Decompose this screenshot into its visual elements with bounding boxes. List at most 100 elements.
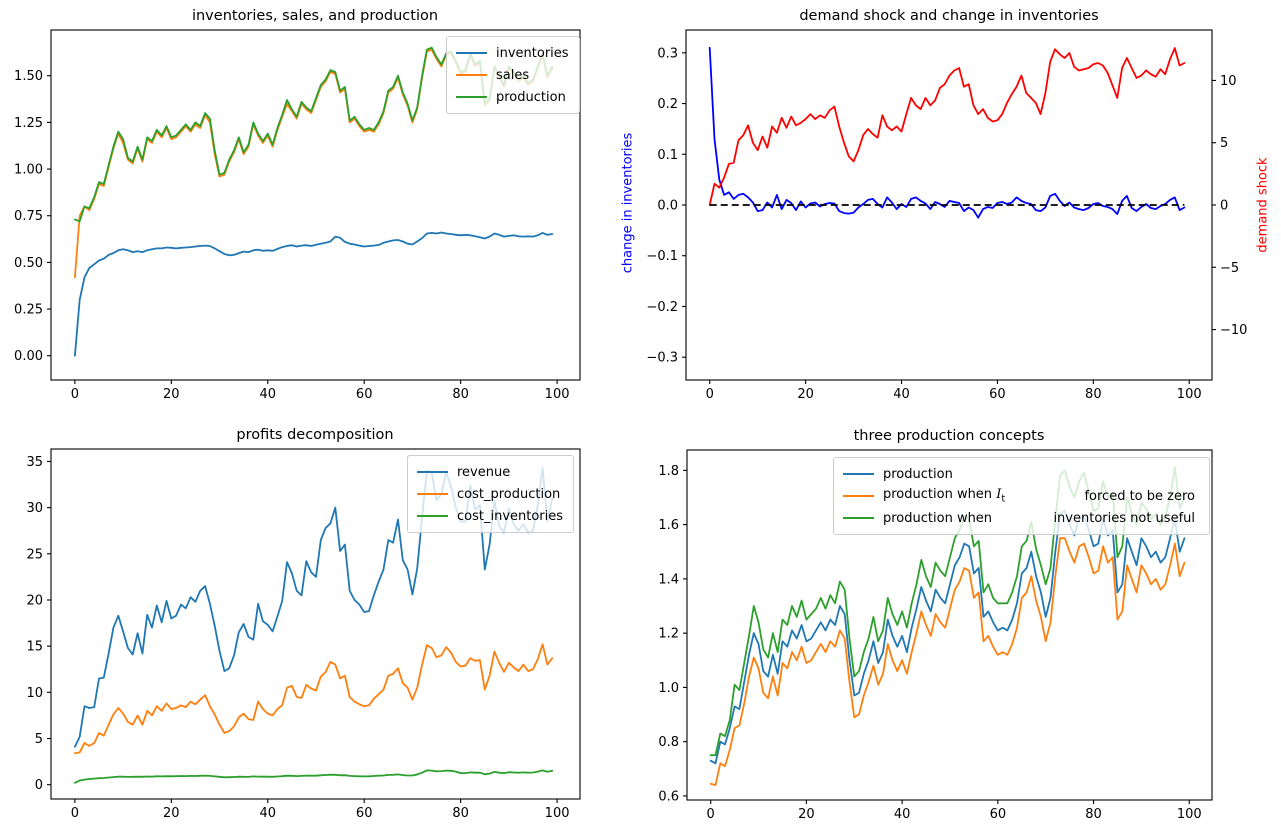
series-production-when-i-t-forced-to-be-zero bbox=[709, 537, 1186, 786]
svg-text:35: 35 bbox=[26, 455, 43, 470]
series-cost-production bbox=[74, 643, 554, 755]
svg-text:−0.1: −0.1 bbox=[646, 249, 678, 264]
axes-frame bbox=[50, 448, 581, 800]
legend-label: sales bbox=[496, 67, 530, 83]
legend-item-production-inventories-zero: production when It forced to be zero bbox=[843, 485, 1195, 507]
axes-frame bbox=[50, 29, 581, 381]
svg-text:−10: −10 bbox=[1220, 323, 1247, 338]
svg-text:0.0: 0.0 bbox=[657, 199, 678, 214]
svg-text:20: 20 bbox=[798, 807, 815, 822]
legend-item-revenue: revenue bbox=[417, 461, 563, 483]
inventories-line-swatch bbox=[456, 51, 487, 55]
svg-text:0: 0 bbox=[71, 806, 79, 821]
production-line-swatch bbox=[456, 95, 487, 99]
y-axis-label-demand-shock: demand shock bbox=[1255, 157, 1271, 253]
svg-text:−0.3: −0.3 bbox=[646, 351, 678, 366]
series-change-in-inventories bbox=[708, 46, 1186, 219]
legend-item-cost-production: cost_production bbox=[417, 483, 563, 505]
legend-inventories-sales-production: inventories sales production bbox=[446, 36, 580, 114]
svg-text:25: 25 bbox=[26, 547, 43, 562]
svg-text:0.8: 0.8 bbox=[658, 735, 679, 750]
svg-text:10: 10 bbox=[1220, 74, 1237, 89]
svg-text:1.8: 1.8 bbox=[658, 464, 679, 479]
legend-label: cost_inventories bbox=[457, 508, 564, 524]
svg-text:1.0: 1.0 bbox=[658, 681, 679, 696]
svg-text:30: 30 bbox=[26, 501, 43, 516]
svg-text:20: 20 bbox=[797, 387, 814, 402]
cost-inventories-line-swatch bbox=[417, 514, 448, 518]
svg-text:100: 100 bbox=[545, 806, 570, 821]
svg-text:60: 60 bbox=[989, 387, 1006, 402]
svg-text:40: 40 bbox=[259, 387, 276, 402]
legend-item-production-inventories-not-useful: production when inventories not useful bbox=[843, 507, 1195, 529]
legend-item-production: production bbox=[456, 86, 569, 108]
chart-profits-decomposition: 0 20 40 60 80 100 0 5 10 15 20 25 30 35 bbox=[26, 448, 581, 821]
series-inventories bbox=[74, 231, 554, 357]
svg-text:80: 80 bbox=[452, 806, 469, 821]
legend-label: production bbox=[883, 466, 953, 482]
svg-text:0.25: 0.25 bbox=[14, 303, 43, 318]
svg-text:20: 20 bbox=[26, 593, 43, 608]
legend-profits-decomposition: revenue cost_production cost_inventories bbox=[407, 455, 575, 533]
svg-text:0.75: 0.75 bbox=[14, 209, 43, 224]
svg-text:15: 15 bbox=[26, 640, 43, 655]
legend-label: production when It bbox=[883, 487, 1006, 505]
svg-text:0.6: 0.6 bbox=[658, 789, 679, 804]
svg-text:10: 10 bbox=[26, 686, 43, 701]
math-symbol-I-sub-t: I bbox=[996, 487, 1002, 503]
production-line-swatch bbox=[843, 472, 874, 476]
svg-text:40: 40 bbox=[259, 806, 276, 821]
svg-text:60: 60 bbox=[356, 806, 373, 821]
legend-three-production-concepts: production production when It forced to … bbox=[833, 457, 1210, 535]
chart-title-inventories-sales-production: inventories, sales, and production bbox=[191, 8, 439, 24]
legend-item-cost-inventories: cost_inventories bbox=[417, 505, 563, 527]
chart-title-demand-shock: demand shock and change in inventories bbox=[799, 8, 1099, 24]
svg-text:100: 100 bbox=[1177, 807, 1202, 822]
svg-text:1.25: 1.25 bbox=[14, 116, 43, 131]
svg-text:100: 100 bbox=[1177, 387, 1202, 402]
svg-text:1.50: 1.50 bbox=[14, 69, 43, 84]
production-zero-inventories-line-swatch bbox=[843, 494, 874, 498]
cost-production-line-swatch bbox=[417, 492, 448, 496]
chart-title-profits-decomposition: profits decomposition bbox=[236, 427, 394, 443]
series-production bbox=[709, 510, 1186, 765]
legend-item-inventories: inventories bbox=[456, 42, 569, 64]
svg-text:20: 20 bbox=[163, 806, 180, 821]
svg-text:0: 0 bbox=[1220, 199, 1228, 214]
svg-text:0: 0 bbox=[35, 778, 43, 793]
svg-text:40: 40 bbox=[893, 387, 910, 402]
svg-text:0.00: 0.00 bbox=[14, 349, 43, 364]
legend-label-right: inventories not useful bbox=[1053, 510, 1195, 526]
svg-text:0.2: 0.2 bbox=[657, 97, 678, 112]
legend-label: revenue bbox=[457, 464, 511, 480]
svg-text:80: 80 bbox=[1085, 387, 1102, 402]
svg-text:1.00: 1.00 bbox=[14, 163, 43, 178]
svg-text:80: 80 bbox=[1085, 807, 1102, 822]
legend-label: production bbox=[496, 89, 566, 105]
legend-label-right: forced to be zero bbox=[1084, 488, 1195, 504]
revenue-line-swatch bbox=[417, 470, 448, 474]
chart-demand-shock-and-change-in-inventories: 0 20 40 60 80 100 0.3 0.2 0.1 0.0 −0.1 −0.2 −0.3 10 5 0… bbox=[646, 29, 1247, 402]
svg-text:80: 80 bbox=[452, 387, 469, 402]
chart-inventories-sales-production: 0 20 40 60 80 100 0.00 0.25 0.50 0.75 1.00 1.25 1.50 bbox=[14, 29, 581, 402]
svg-text:−0.2: −0.2 bbox=[646, 300, 678, 315]
svg-text:60: 60 bbox=[356, 387, 373, 402]
svg-text:5: 5 bbox=[35, 732, 43, 747]
legend-item-sales: sales bbox=[456, 64, 569, 86]
svg-text:0.1: 0.1 bbox=[657, 148, 678, 163]
svg-text:1.2: 1.2 bbox=[658, 627, 679, 642]
svg-text:100: 100 bbox=[545, 387, 570, 402]
legend-label: production when bbox=[883, 510, 993, 526]
production-no-inventory-value-line-swatch bbox=[843, 516, 874, 520]
legend-label: cost_production bbox=[457, 486, 561, 502]
y-axis-label-change-in-inventories: change in inventories bbox=[620, 132, 636, 274]
svg-text:40: 40 bbox=[894, 807, 911, 822]
axes-frame bbox=[686, 449, 1213, 801]
svg-text:20: 20 bbox=[163, 387, 180, 402]
svg-text:0: 0 bbox=[706, 387, 714, 402]
svg-text:1.6: 1.6 bbox=[658, 518, 679, 533]
legend-item-production: production bbox=[843, 463, 1195, 485]
chart-title-three-production-concepts: three production concepts bbox=[853, 428, 1045, 444]
